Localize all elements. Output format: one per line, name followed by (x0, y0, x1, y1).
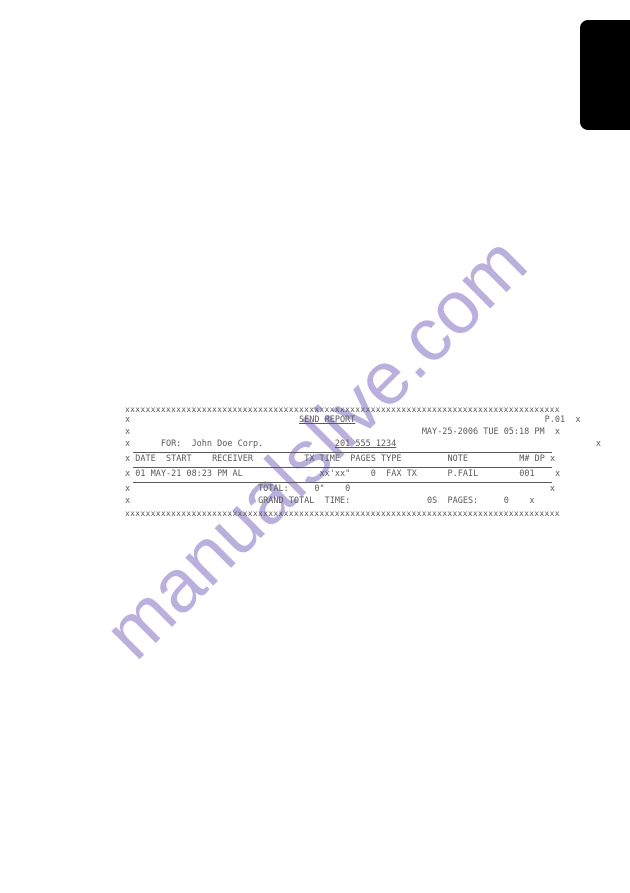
row-type: FAX TX (386, 469, 417, 481)
hdr-start: START (166, 454, 192, 466)
divider-1 (133, 452, 552, 453)
divider-3 (133, 482, 552, 483)
total-label: TOTAL: (258, 484, 289, 496)
row-receiver: AL (233, 469, 243, 481)
row-date: 01 (135, 469, 145, 481)
timestamp-line: x MAY-25-2006 TUE 05:18 PM x (125, 427, 560, 439)
divider-2 (133, 467, 552, 468)
hdr-note: NOTE (448, 454, 468, 466)
header-row: x DATE START RECEIVER TX TIME PAGES TYPE… (125, 454, 560, 466)
row-start: MAY-21 08:23 PM (151, 469, 228, 481)
send-report: xxxxxxxxxxxxxxxxxxxxxxxxxxxxxxxxxxxxxxxx… (125, 404, 560, 519)
hdr-type: TYPE (381, 454, 401, 466)
page-number: P.01 (545, 415, 565, 427)
pages-label: PAGES: (447, 496, 478, 508)
total-line: x TOTAL: 0" 0 x (125, 484, 560, 496)
hdr-mh: M# (519, 454, 529, 466)
time-label: TIME: (325, 496, 351, 508)
border-bottom: xxxxxxxxxxxxxxxxxxxxxxxxxxxxxxxxxxxxxxxx… (125, 508, 560, 519)
for-label: FOR: (161, 439, 181, 451)
os-label: 0S (427, 496, 437, 508)
row-txtime: xx'xx" (320, 469, 351, 481)
grand-total-line: x GRAND TOTAL TIME: 0S PAGES: 0 x (125, 496, 560, 508)
row-mh: 001 (519, 469, 534, 481)
title-line: x SEND REPORT P.01 x (125, 415, 560, 427)
hdr-dp: DP (535, 454, 545, 466)
fax-number: 201 555 1234 (335, 439, 396, 451)
row-note: P.FAIL (448, 469, 479, 481)
hdr-txtime: TX TIME (304, 454, 340, 466)
grand-total-label: GRAND TOTAL (258, 496, 314, 508)
for-value: John Doe Corp. (192, 439, 264, 451)
total-time: 0" (314, 484, 324, 496)
report-title: SEND REPORT (299, 415, 355, 427)
for-line: x FOR: John Doe Corp. 201 555 1234 x (125, 439, 560, 451)
hdr-date: DATE (135, 454, 155, 466)
timestamp: MAY-25-2006 TUE 05:18 PM (422, 427, 545, 439)
data-row: x 01 MAY-21 08:23 PM AL xx'xx" 0 FAX TX … (125, 469, 560, 481)
black-tab (580, 20, 630, 130)
hdr-receiver: RECEIVER (212, 454, 253, 466)
hdr-pages: PAGES (350, 454, 376, 466)
border-top: xxxxxxxxxxxxxxxxxxxxxxxxxxxxxxxxxxxxxxxx… (125, 404, 560, 415)
